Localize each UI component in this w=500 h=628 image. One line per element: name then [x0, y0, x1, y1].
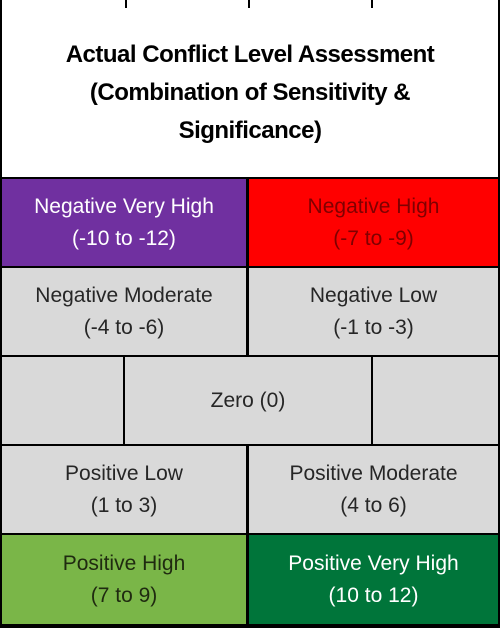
top-border-segment — [373, 0, 498, 8]
cell-blank-right — [373, 357, 498, 444]
cell-label: Negative Very High — [34, 194, 214, 218]
cell-label: Negative Low — [309, 283, 438, 307]
cell-range: (10 to 12) — [328, 583, 419, 607]
cell-zero: Zero (0) — [125, 357, 371, 444]
cell-negative-low: Negative Low (-1 to -3) — [249, 268, 498, 355]
top-border-segment — [2, 0, 125, 8]
cell-label: Positive Low — [65, 461, 183, 485]
cell-positive-high: Positive High (7 to 9) — [2, 535, 246, 624]
cell-range: (4 to 6) — [340, 493, 407, 517]
cell-label: Zero (0) — [210, 388, 286, 412]
cell-blank-left — [2, 357, 123, 444]
cell-negative-high: Negative High (-7 to -9) — [249, 179, 498, 266]
cell-positive-moderate: Positive Moderate (4 to 6) — [249, 446, 498, 533]
top-border — [0, 0, 500, 8]
cell-negative-moderate: Negative Moderate (-4 to -6) — [2, 268, 246, 355]
cell-label: Negative High — [307, 194, 440, 218]
cell-label: Positive Very High — [288, 551, 459, 575]
cell-range: (-1 to -3) — [333, 315, 414, 339]
cell-range: (-10 to -12) — [72, 226, 176, 250]
cell-label: Positive Moderate — [289, 461, 458, 485]
cell-negative-very-high: Negative Very High (-10 to -12) — [2, 179, 246, 266]
table-title: Actual Conflict Level Assessment (Combin… — [2, 8, 498, 177]
cell-label: Negative Moderate — [35, 283, 213, 307]
cell-range: (7 to 9) — [90, 583, 158, 607]
cell-range: (-4 to -6) — [83, 315, 165, 339]
top-border-segment — [127, 0, 248, 8]
title-text: Actual Conflict Level Assessment (Combin… — [65, 40, 435, 144]
cell-range: (-7 to -9) — [333, 226, 414, 250]
cell-label: Positive High — [62, 551, 186, 575]
cell-positive-very-high: Positive Very High (10 to 12) — [249, 535, 498, 624]
cell-positive-low: Positive Low (1 to 3) — [2, 446, 246, 533]
top-border-segment — [250, 0, 371, 8]
cell-range: (1 to 3) — [90, 493, 158, 517]
